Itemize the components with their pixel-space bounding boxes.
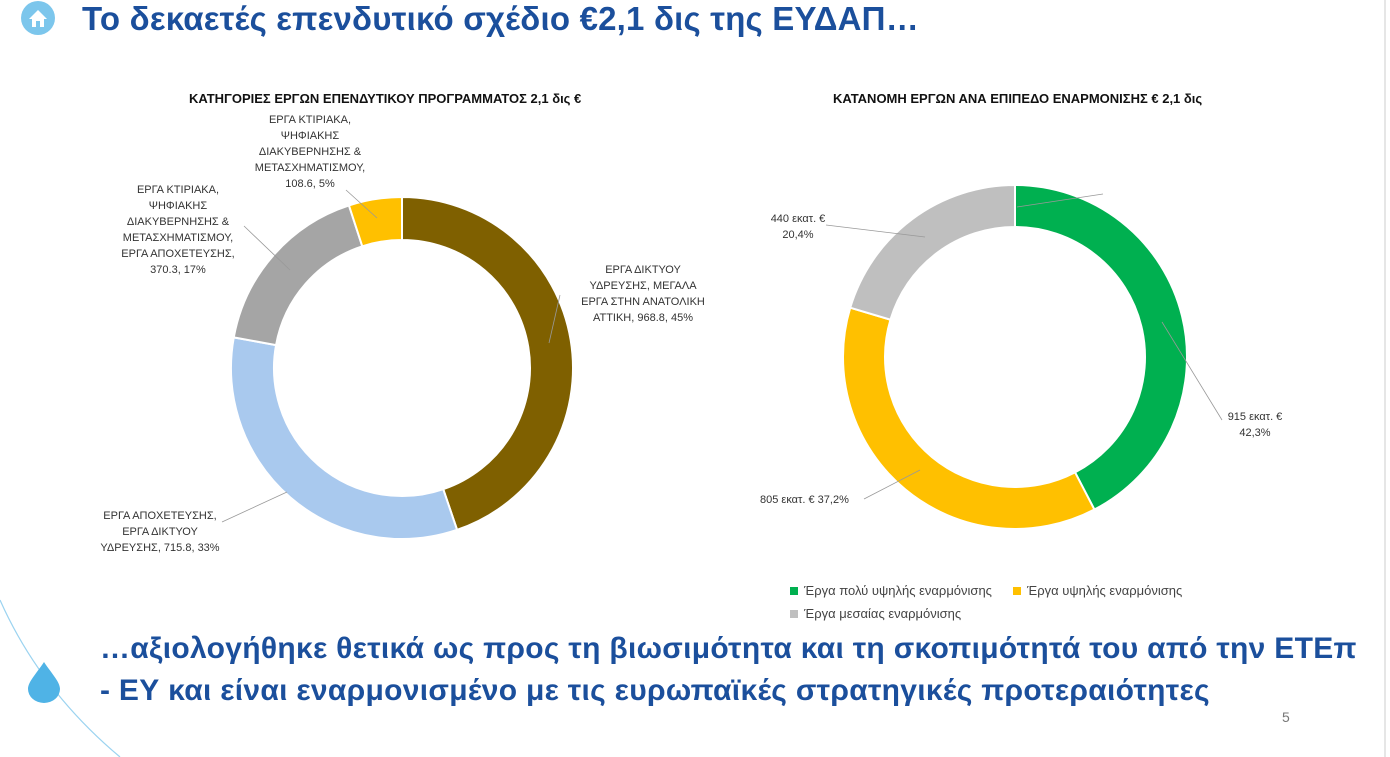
data-label-line: 915 εκατ. € [1227,411,1283,423]
data-label-line: ΕΡΓΑ ΔΙΚΤΥΟΥ [605,264,681,276]
data-label-line: ΜΕΤΑΣΧΗΜΑΤΙΣΜΟΥ, [254,162,366,174]
leader-line [825,224,926,238]
donut-slice [347,195,403,248]
leader-line [1016,193,1104,208]
legend-label: Έργα υψηλής εναρμόνισης [1027,583,1183,598]
data-label-line: ΔΙΑΚΥΒΕΡΝΗΣΗΣ & [126,216,230,228]
data-label: ΕΡΓΑ ΚΤΙΡΙΑΚΑ, ΨΗΦΙΑΚΗΣ ΔΙΑΚΥΒΕΡΝΗΣΗΣ & ΜΕΤ… [240,112,380,192]
data-label-line: ΕΡΓΑ ΚΤΙΡΙΑΚΑ, [136,184,220,196]
data-label-line: ΕΡΓΑ ΔΙΚΤΥΟΥ [122,526,198,538]
data-label-line: ΑΤΤΙΚΗ, 968.8, 45% [592,312,694,324]
data-label: ΕΡΓΑ ΔΙΚΤΥΟΥ ΥΔΡΕΥΣΗΣ, ΜΕΓΑΛΑ ΕΡΓΑ ΣΤΗΝ ΑΝ… [578,262,708,326]
donut-slice [842,306,1096,530]
data-label-line: ΕΡΓΑ ΚΤΙΡΙΑΚΑ, [268,114,352,126]
data-label: 805 εκατ. € 37,2% [760,492,870,508]
home-icon[interactable] [18,0,58,45]
legend-label: Έργα μεσαίας εναρμόνισης [804,606,962,621]
data-label-line: 805 εκατ. € 37,2% [760,494,849,506]
data-label-line: 108.6, 5% [285,178,335,190]
data-label-line: 20,4% [782,229,814,241]
legend-label: Έργα πολύ υψηλής εναρμόνισης [804,583,992,598]
leader-line [1161,321,1223,421]
legend-item: Έργα πολύ υψηλής εναρμόνισης [790,583,992,598]
leader-line [863,469,921,500]
data-label-line: 42,3% [1239,427,1271,439]
donut-slice [1014,183,1188,511]
donut-slice [848,183,1016,321]
data-label-line: ΨΗΦΙΑΚΗΣ [280,130,340,142]
data-label: 915 εκατ. € 42,3% [1210,409,1300,441]
data-label-line: ΔΙΑΚΥΒΕΡΝΗΣΗΣ & [258,146,362,158]
data-label: 440 εκατ. € 20,4% [758,211,838,243]
donut-slice [401,195,574,532]
data-label-line: ΥΔΡΕΥΣΗΣ, ΜΕΓΑΛΑ [589,280,697,292]
data-label-line: 370.3, 17% [150,264,206,276]
page-title: Το δεκαετές επενδυτικό σχέδιο €2,1 δις τ… [82,0,919,37]
legend-swatch [790,587,798,595]
data-label: ΕΡΓΑ ΑΠΟΧΕΤΕΥΣΗΣ, ΕΡΓΑ ΔΙΚΤΥΟΥ ΥΔΡΕΥΣΗΣ, 7… [95,508,225,556]
legend-swatch [1013,587,1021,595]
data-label-line: ΜΕΤΑΣΧΗΜΑΤΙΣΜΟΥ, [122,232,234,244]
leader-line [243,225,291,271]
data-label: ΕΡΓΑ ΚΤΙΡΙΑΚΑ, ΨΗΦΙΑΚΗΣ ΔΙΑΚΥΒΕΡΝΗΣΗΣ & ΜΕΤ… [108,182,248,278]
data-label-line: ΥΔΡΕΥΣΗΣ, 715.8, 33% [100,542,220,554]
data-label-line: ΨΗΦΙΑΚΗΣ [148,200,208,212]
leader-line [548,294,561,344]
water-drop-icon [22,658,66,709]
legend-swatch [790,610,798,618]
leader-line [345,189,378,219]
chart-title-right: ΚΑΤΑΝΟΜΗ ΕΡΓΩΝ ΑΝΑ ΕΠΙΠΕΔΟ ΕΝΑΡΜΟΝΙΣΗΣ €… [833,91,1203,106]
data-label-line: ΕΡΓΑ ΣΤΗΝ ΑΝΑΤΟΛΙΚΗ [581,296,705,308]
data-label-line: ΕΡΓΑ ΑΠΟΧΕΤΕΥΣΗΣ, [121,248,235,260]
chart-title-left: ΚΑΤΗΓΟΡΙΕΣ ΕΡΓΩΝ ΕΠΕΝΔΥΤΙΚΟΥ ΠΡΟΓΡΑΜΜΑΤΟ… [189,91,582,106]
leader-line [221,491,288,523]
page-number: 5 [1282,709,1290,725]
data-label-line: 440 εκατ. € [770,213,826,225]
legend-item: Έργα μεσαίας εναρμόνισης [790,606,961,621]
conclusion-text: …αξιολογήθηκε θετικά ως προς τη βιωσιμότ… [100,632,1357,707]
legend-item: Έργα υψηλής εναρμόνισης [1013,583,1182,598]
data-label-line: ΕΡΓΑ ΑΠΟΧΕΤΕΥΣΗΣ, [103,510,217,522]
